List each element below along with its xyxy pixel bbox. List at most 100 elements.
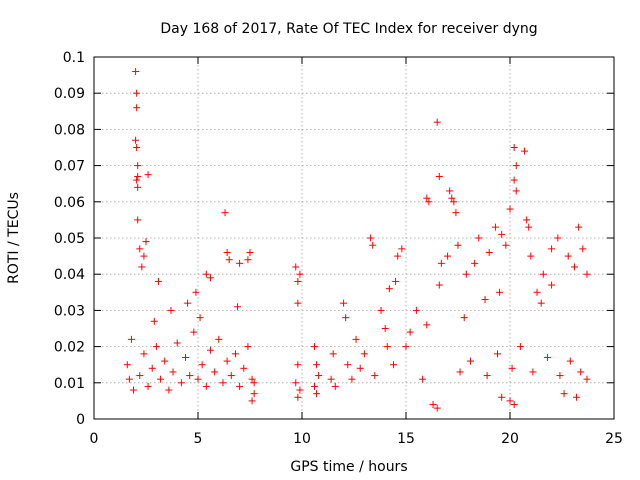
data-point [192,288,200,296]
data-point [244,343,252,351]
data-point [525,223,533,231]
data-point [579,245,587,253]
y-tick-label: 0.06 [54,195,85,211]
data-point [130,386,138,394]
data-point [466,357,474,365]
data-point [223,248,231,256]
data-point [498,393,506,401]
chart-title: Day 168 of 2017, Rate Of TEC Index for r… [160,21,537,37]
data-point [167,306,175,314]
data-point [329,350,337,358]
data-point [498,230,506,238]
data-point [225,256,233,264]
y-tick-label: 0.03 [54,303,85,319]
data-point [460,314,468,322]
data-point [433,404,441,412]
data-points [123,67,591,412]
data-point [161,357,169,365]
data-point [412,306,420,314]
data-point [548,245,556,253]
data-point [313,390,321,398]
data-point [437,259,445,267]
data-point [223,357,231,365]
data-point [494,350,502,358]
data-point [435,281,443,289]
y-tick-label: 0.01 [54,376,85,392]
data-point [510,401,518,409]
data-point [510,176,518,184]
y-tick-label: 0.08 [54,122,85,138]
data-point [481,296,489,304]
data-point [371,372,379,380]
data-point [138,263,146,271]
data-point [310,343,318,351]
data-point [250,390,258,398]
data-point [506,205,514,213]
data-point [184,299,192,307]
y-tick-label: 0.02 [54,340,85,356]
data-point [133,144,141,151]
data-point [219,379,227,387]
data-point [177,379,185,387]
data-point [402,343,410,351]
data-point [296,270,304,278]
data-point [132,136,140,144]
data-point [483,372,491,380]
data-point [575,223,583,231]
data-point [248,375,256,383]
data-point [352,335,360,343]
x-tick-label: 20 [501,431,519,447]
data-point [560,390,568,398]
data-point [310,382,318,390]
data-point [556,372,564,380]
data-point [369,241,377,249]
data-point [244,256,252,264]
x-tick-label: 5 [194,431,203,447]
data-point [152,343,160,351]
data-point [331,382,339,390]
data-point [231,350,239,358]
data-point [360,350,368,358]
data-point [240,364,248,372]
data-point [450,198,458,206]
data-point [390,361,398,369]
y-tick-label: 0.07 [54,159,85,175]
data-point [512,162,520,170]
axis-ticks: 0 0.01 0.02 0.03 0.04 0.05 0.06 0.07 0.08 0.09 0.1… [54,50,623,447]
data-point [521,147,529,155]
data-point [140,350,148,358]
y-tick-label: 0.04 [54,267,85,283]
data-point [573,393,581,401]
data-point [383,343,391,351]
data-point [527,252,535,260]
data-point [392,277,400,285]
data-point [394,252,402,260]
data-point [564,252,572,260]
data-point [250,379,258,387]
data-point [506,397,514,405]
data-point [448,194,456,202]
data-point [510,144,518,151]
data-point [157,375,165,383]
data-point [294,361,302,369]
data-point [435,172,443,180]
data-point [485,248,493,256]
data-point [313,361,321,369]
data-point [236,259,244,267]
data-point [182,353,190,361]
data-point [211,368,219,376]
data-point [134,172,142,180]
grid-lines [94,57,614,419]
data-point [344,361,352,369]
data-point [292,263,300,271]
data-point [136,245,144,253]
y-tick-label: 0 [76,412,85,428]
y-axis-label: ROTI / TECUs [6,192,22,284]
data-point [425,198,433,206]
data-point [462,270,470,278]
data-point [446,187,454,195]
data-point [356,364,364,372]
data-point [144,382,152,390]
data-point [227,372,235,380]
data-point [548,281,556,289]
